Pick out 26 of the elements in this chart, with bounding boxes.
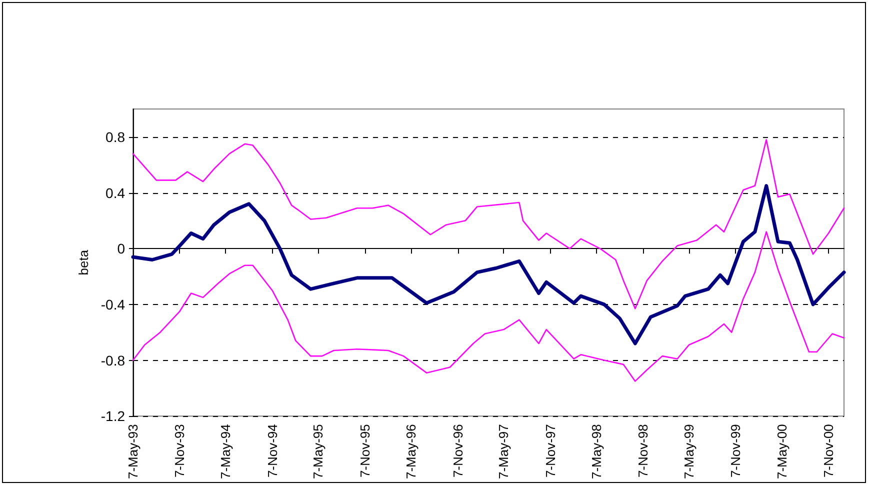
x-tick-label: 7-May-98 [588,424,604,480]
x-tick-label: 7-May-99 [681,424,696,480]
x-tick-label: 7-May-96 [404,424,419,480]
x-tick-label: 7-Nov-98 [636,424,651,478]
x-tick-label: 7-Nov-93 [172,424,188,478]
y-tick-label: 0.4 [106,184,126,201]
y-tick-label: 0.8 [106,128,126,145]
y-tick-label: -0.8 [100,352,126,368]
y-axis-title: beta [76,249,91,276]
x-tick-label: 7-May-00 [774,424,790,480]
x-tick-label: 7-Nov-99 [728,424,744,478]
x-tick-label: 7-Nov-00 [821,424,836,478]
line-series [131,184,846,346]
y-tick-label: 0 [117,240,126,257]
y-tick-label: -1.2 [100,408,126,424]
x-tick-label: 7-Nov-95 [357,424,372,478]
x-tick-label: 7-May-97 [496,424,512,480]
x-tick-label: 7-Nov-96 [450,424,466,478]
line-series [132,231,845,382]
line-series [132,139,845,310]
x-tick-label: 7-May-93 [126,424,140,480]
x-tick-label: 7-May-94 [218,424,234,480]
y-tick-label: -0.4 [100,296,126,312]
x-tick-label: 7-May-95 [310,424,326,480]
x-tick-label: 7-Nov-94 [264,424,280,478]
x-tick-label: 7-Nov-97 [542,424,558,478]
